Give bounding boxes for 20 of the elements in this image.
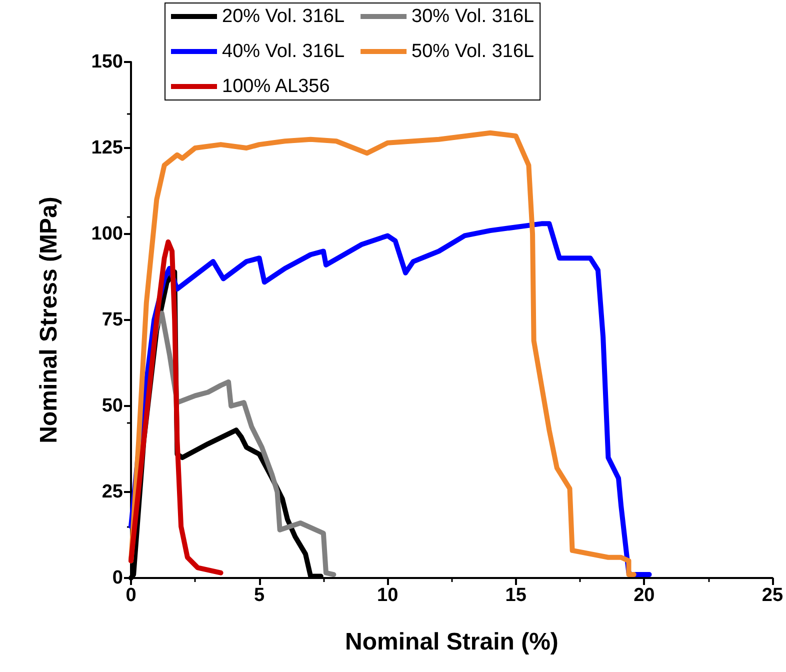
x-tick-label: 5 [254, 585, 265, 606]
legend-label: 30% Vol. 316L [412, 6, 534, 27]
y-tick-label: 150 [91, 52, 123, 72]
x-tick-label: 25 [762, 585, 784, 606]
y-axis-title: Nominal Stress (MPa) [36, 196, 62, 444]
legend-label: 40% Vol. 316L [222, 41, 345, 62]
y-tick-label: 25 [102, 482, 124, 502]
y-tick-label: 50 [102, 396, 123, 416]
y-tick-label: 125 [91, 138, 124, 158]
x-tick-label: 15 [505, 585, 527, 606]
legend-label: 20% Vol. 316L [222, 6, 345, 27]
y-tick-label: 75 [102, 310, 124, 330]
x-tick-label: 20 [634, 585, 655, 606]
x-tick-label: 10 [377, 585, 398, 606]
x-tick-label: 0 [126, 585, 136, 606]
y-tick-label: 0 [112, 568, 123, 588]
legend-label: 50% Vol. 316L [412, 41, 534, 62]
x-axis-title: Nominal Strain (%) [345, 628, 558, 656]
y-tick-label: 100 [91, 224, 123, 244]
legend-label: 100% AL356 [222, 76, 330, 97]
